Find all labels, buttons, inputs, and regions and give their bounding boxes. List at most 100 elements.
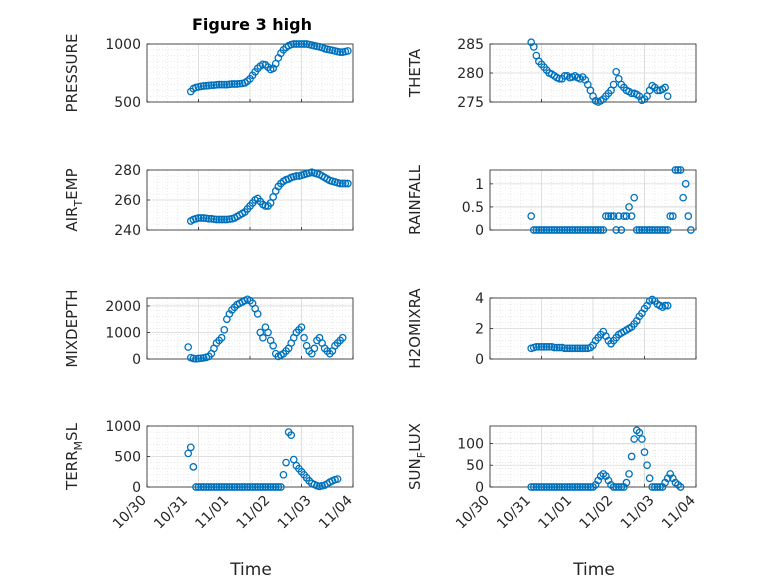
data-point [192, 483, 200, 491]
data-point [573, 344, 582, 353]
data-point [550, 226, 559, 234]
x-tick-label: 11/04 [659, 492, 699, 532]
data-point [542, 226, 551, 234]
y-axis-label-part: TERR [63, 450, 81, 491]
data-point [256, 483, 265, 491]
x-tick-label: 11/01 [535, 493, 575, 533]
data-point [663, 226, 672, 234]
data-point [194, 354, 203, 363]
data-point [640, 448, 649, 456]
data-point [333, 475, 342, 483]
figure-title: Figure 3 high [192, 15, 312, 34]
data-point [300, 333, 308, 342]
data-point [186, 443, 195, 452]
data-point [663, 92, 672, 101]
y-tick-label: 1000 [105, 419, 141, 435]
data-point [212, 215, 221, 224]
data-point [565, 226, 574, 234]
data-point [594, 226, 603, 234]
data-point [555, 483, 564, 491]
data-point [246, 483, 254, 491]
data-point [563, 483, 572, 491]
data-point [220, 325, 229, 334]
data-point [581, 344, 590, 353]
x-tick-label: 11/03 [275, 493, 315, 533]
data-point [220, 215, 229, 224]
data-point [661, 301, 669, 310]
data-point [537, 483, 546, 491]
data-point [197, 354, 205, 363]
data-point [192, 354, 200, 363]
data-point [576, 344, 584, 353]
y-tick-label: 260 [114, 193, 141, 209]
data-point [573, 483, 582, 491]
data-point [540, 483, 548, 491]
y-tick-label: 100 [457, 436, 484, 452]
data-point [547, 226, 556, 234]
data-point [563, 344, 572, 353]
data-point [266, 483, 275, 491]
y-tick-label: 0 [132, 480, 141, 496]
y-axis-label: THETA [406, 48, 424, 98]
data-point [650, 226, 659, 234]
data-point [568, 226, 577, 234]
y-tick-label: 240 [114, 223, 141, 239]
data-point [253, 310, 262, 318]
data-point [661, 226, 669, 234]
data-point [576, 226, 584, 234]
data-point [532, 226, 541, 234]
data-point [560, 72, 569, 80]
data-point [222, 80, 231, 89]
data-point [542, 342, 551, 351]
data-point [532, 483, 541, 491]
y-tick-label: 0.5 [462, 200, 484, 216]
data-point [230, 80, 239, 88]
y-axis-label: SUNFLUX [406, 423, 428, 490]
data-point [194, 483, 203, 491]
data-point [656, 483, 664, 491]
data-point [297, 40, 306, 48]
data-point [555, 226, 564, 234]
data-point [529, 483, 538, 491]
data-point [622, 212, 631, 221]
data-point [571, 483, 579, 491]
data-point [215, 483, 223, 491]
x-tick-label: 11/02 [234, 493, 274, 533]
data-point [253, 483, 262, 491]
data-point [540, 342, 548, 351]
data-point [228, 80, 236, 88]
data-point [535, 342, 543, 351]
data-point [269, 483, 278, 491]
data-point [297, 323, 306, 332]
data-point [217, 215, 226, 224]
data-point [343, 47, 352, 55]
data-point [228, 483, 236, 491]
data-point [535, 483, 543, 491]
data-point [583, 226, 592, 234]
data-point [184, 343, 193, 351]
data-point [648, 483, 657, 491]
data-point [199, 483, 208, 491]
data-point [563, 226, 572, 234]
data-point [617, 483, 626, 491]
data-point [658, 226, 667, 234]
data-point [674, 166, 682, 174]
y-axis-label-part: EMP [63, 168, 81, 199]
data-point [217, 80, 226, 89]
data-point [336, 48, 344, 56]
data-point [289, 455, 298, 464]
subplot-5: 0 1000 2000 MIXDEPTH [63, 289, 354, 368]
data-point [638, 435, 646, 443]
data-point [558, 226, 566, 234]
subplot-3: 240 260 280 AIRTEMP [63, 163, 354, 239]
data-point [581, 483, 590, 491]
data-point [661, 83, 669, 92]
data-point [604, 212, 613, 221]
x-axis-label-right: Time [572, 560, 615, 580]
data-point [586, 226, 595, 234]
subplot-1: 500 1000 PRESSURE [63, 34, 354, 112]
data-point [235, 483, 244, 491]
y-tick-label: 2 [475, 322, 484, 338]
data-point [277, 483, 285, 491]
